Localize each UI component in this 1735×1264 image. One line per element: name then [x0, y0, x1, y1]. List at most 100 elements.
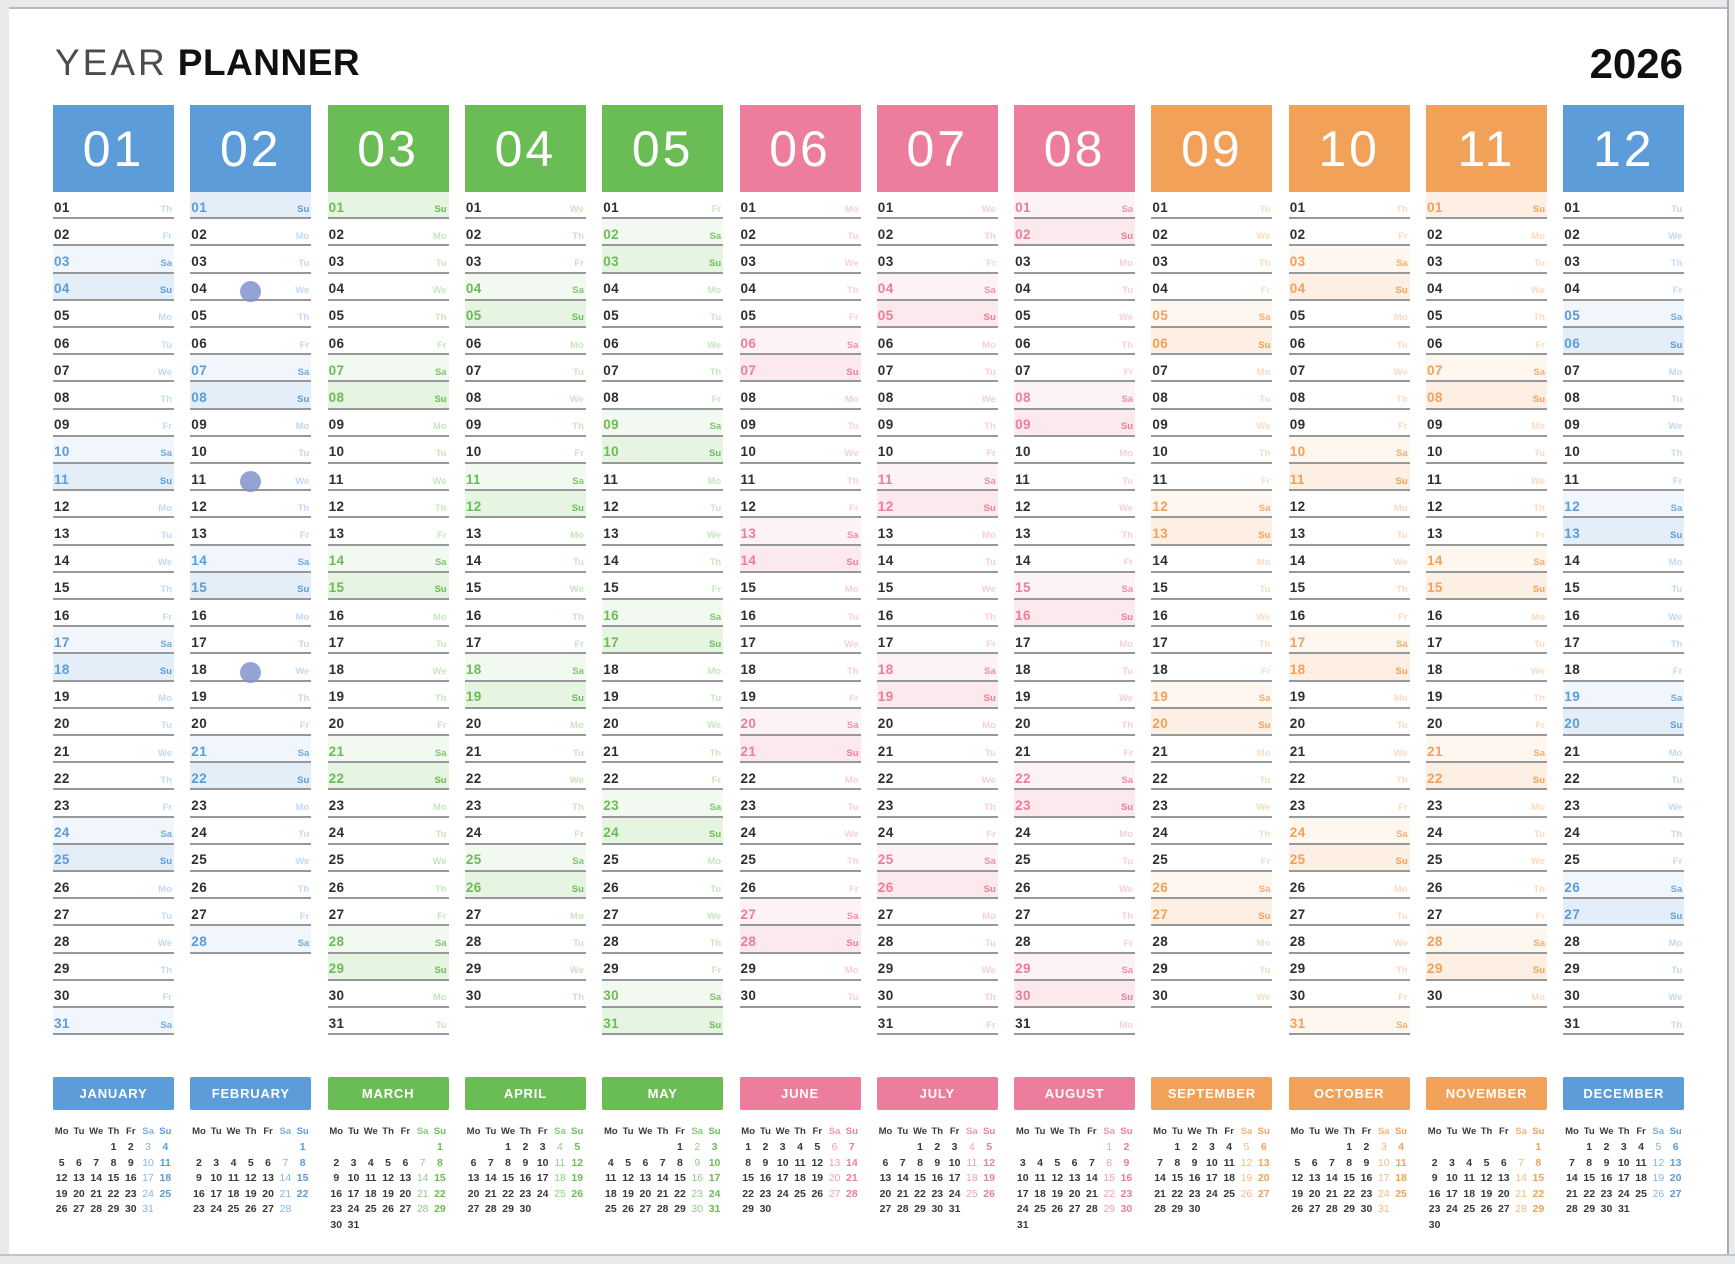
day-number: 08: [1427, 390, 1443, 406]
day-weekday: Sa: [1258, 883, 1271, 895]
day-number: 28: [1289, 934, 1306, 950]
day-number: 19: [1289, 689, 1306, 705]
day-number: 07: [328, 362, 345, 378]
month-header: 01: [53, 105, 174, 192]
day-weekday: Sa: [160, 638, 172, 650]
day-weekday: Sa: [160, 1019, 172, 1031]
mini-weekday-label: Su: [1532, 1126, 1545, 1137]
day-row: 15 Fr: [602, 573, 724, 600]
day-row: 23 We: [1151, 790, 1273, 818]
day-weekday: Mo: [1393, 502, 1408, 514]
day-weekday: Fr: [1398, 992, 1408, 1004]
day-weekday: Sa: [434, 747, 447, 759]
mini-date: 16: [1600, 1172, 1613, 1184]
mini-date: 31: [1617, 1203, 1630, 1215]
mini-date: [1066, 1218, 1083, 1234]
day-number: 27: [1564, 906, 1581, 922]
day-number: 02: [1289, 226, 1306, 242]
day-weekday: Tu: [984, 366, 996, 378]
day-number: 23: [603, 798, 620, 814]
day-row: 24 Tu: [190, 818, 312, 845]
mini-date: 23: [931, 1187, 944, 1200]
day-number: 12: [328, 498, 345, 514]
day-row: 15 We: [876, 573, 998, 600]
mini-date: 21: [1154, 1187, 1166, 1200]
day-weekday: Th: [846, 666, 859, 678]
day-number: 27: [1289, 906, 1306, 922]
day-number: 30: [1015, 988, 1031, 1004]
day-weekday: Mo: [982, 720, 996, 732]
day-number: 10: [1015, 444, 1031, 460]
day-number: 14: [1152, 553, 1169, 569]
mini-weekday-label: Th: [656, 1126, 669, 1137]
day-weekday: Mo: [1531, 421, 1545, 433]
day-row: 14 Mo: [1563, 546, 1685, 573]
day-weekday: Fr: [1260, 285, 1271, 297]
day-row: 09 We: [1563, 410, 1685, 437]
day-weekday: Fr: [1535, 339, 1546, 351]
day-number: 04: [877, 281, 894, 297]
day-row: 02 Th: [876, 219, 998, 247]
day-weekday: We: [569, 203, 584, 215]
mini-date: 9: [1603, 1156, 1610, 1169]
mini-date: [963, 1202, 980, 1218]
day-weekday: We: [1393, 747, 1408, 759]
day-weekday: Fr: [574, 448, 584, 460]
day-weekday: Tu: [435, 258, 447, 270]
mini-date: 25: [1223, 1187, 1236, 1200]
day-number: 19: [1152, 689, 1169, 705]
day-row: 16 Mo: [1426, 600, 1547, 628]
day-weekday: We: [569, 774, 584, 786]
mini-date: 17: [1446, 1187, 1458, 1200]
day-weekday: Sa: [1121, 394, 1134, 406]
mini-date: [1530, 1218, 1547, 1234]
day-weekday: Tu: [298, 258, 310, 270]
day-row: 21 Th: [602, 736, 724, 764]
mini-date: [362, 1140, 379, 1156]
mini-month-bar: JANUARY: [53, 1077, 174, 1110]
day-row: 03 Su: [602, 246, 724, 274]
day-number: 24: [740, 825, 757, 841]
mini-date: 5: [1243, 1141, 1250, 1153]
day-row: 06 Sa: [739, 328, 861, 356]
day-number: 04: [1152, 281, 1169, 297]
mini-weekday-label: Th: [244, 1126, 257, 1137]
mini-date: 16: [1428, 1187, 1441, 1200]
day-weekday: Fr: [437, 910, 447, 922]
day-number: 28: [1015, 934, 1031, 950]
day-row: 12 Th: [327, 491, 449, 519]
day-weekday: Sa: [984, 285, 996, 297]
day-number: 18: [328, 662, 345, 678]
month-number: 07: [906, 120, 969, 177]
day-number: 24: [465, 825, 482, 841]
day-row: 23 Mo: [327, 790, 449, 818]
day-number: 19: [740, 689, 757, 705]
day-weekday: Th: [297, 312, 310, 324]
mini-date: 30: [931, 1203, 944, 1215]
day-number: 26: [1564, 879, 1581, 895]
day-weekday: Mo: [432, 611, 447, 623]
mini-date: 17: [708, 1172, 721, 1184]
day-number: 21: [191, 743, 208, 759]
day-row: 21 Su: [739, 736, 861, 764]
day-weekday: Th: [1396, 774, 1408, 786]
day-row: 17 Th: [1151, 627, 1273, 655]
day-row: 15 Su: [327, 572, 449, 600]
day-number: 08: [877, 390, 894, 406]
day-weekday: We: [1256, 421, 1271, 433]
mini-date: 3: [1019, 1156, 1026, 1169]
mini-date: 12: [1240, 1156, 1253, 1169]
mini-week-row: 4 5 6 7 8 9 10: [602, 1156, 723, 1172]
day-weekday: We: [1530, 856, 1545, 868]
day-number: 07: [54, 362, 70, 378]
day-row: 30 Th: [464, 981, 586, 1008]
day-number: 09: [1152, 417, 1169, 433]
day-weekday: Su: [434, 774, 447, 786]
day-number: 31: [328, 1015, 345, 1031]
day-row: 18 Su: [1288, 654, 1410, 682]
mini-weekday-label: Sa: [142, 1126, 154, 1137]
month-number: 06: [769, 120, 831, 177]
day-number: 06: [603, 335, 620, 351]
day-row: 07 Mo: [1563, 355, 1685, 383]
